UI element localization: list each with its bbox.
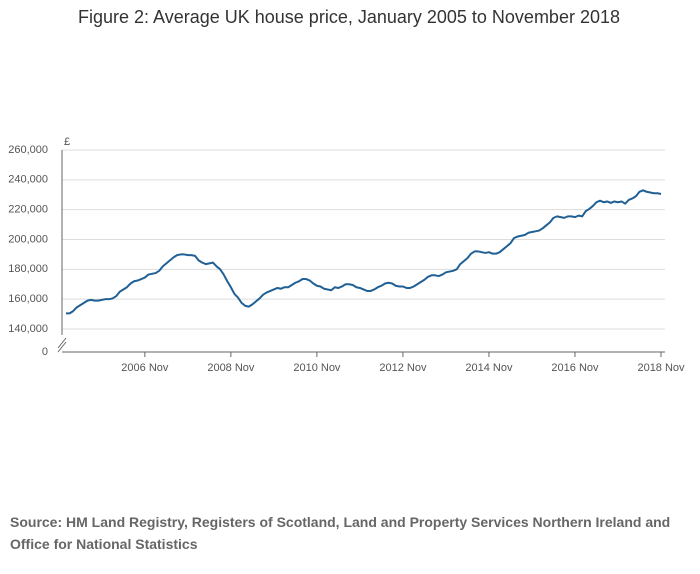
y-tick-label: 200,000	[8, 233, 48, 245]
y-tick-label: 260,000	[8, 144, 48, 156]
y-tick-label: 0	[42, 346, 48, 358]
x-tick-label: 2010 Nov	[293, 362, 341, 374]
x-tick-label: 2006 Nov	[121, 362, 169, 374]
x-tick-label: 2018 Nov	[637, 362, 685, 374]
x-tick-label: 2008 Nov	[207, 362, 255, 374]
y-tick-label: 220,000	[8, 204, 48, 216]
y-tick-label: 160,000	[8, 293, 48, 305]
break-mark	[57, 337, 67, 349]
y-axis-label: £	[64, 136, 70, 148]
axis-break	[57, 337, 67, 353]
y-tick-label: 140,000	[8, 323, 48, 335]
y-tick-label: 240,000	[8, 174, 48, 186]
y-tick-label: 180,000	[8, 263, 48, 275]
x-tick-label: 2014 Nov	[465, 362, 513, 374]
price-line	[66, 189, 662, 315]
chart: Figure 2: Average UK house price, Januar…	[8, 7, 685, 374]
x-tick-label: 2016 Nov	[551, 362, 599, 374]
break-mark	[57, 341, 67, 353]
chart-title: Figure 2: Average UK house price, Januar…	[78, 7, 620, 27]
source-note: Source: HM Land Registry, Registers of S…	[10, 514, 671, 552]
x-tick-label: 2012 Nov	[379, 362, 427, 374]
